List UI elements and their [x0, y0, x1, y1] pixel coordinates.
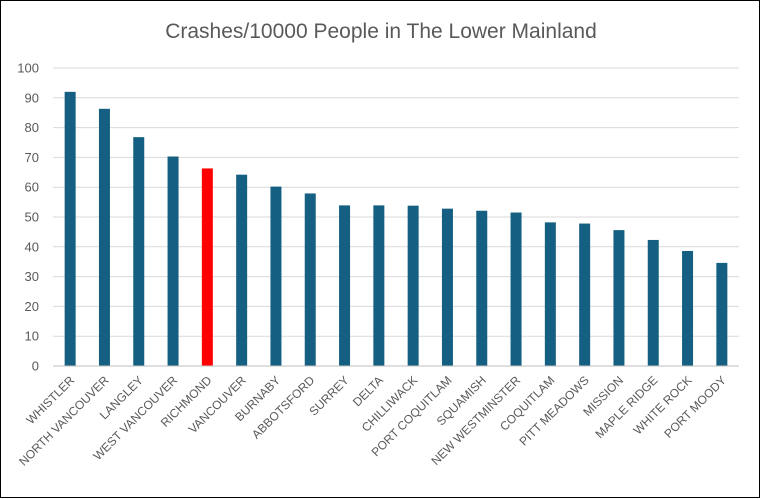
bar-burnaby: [270, 186, 282, 366]
y-tick-label: 30: [25, 269, 39, 284]
bar-port-moody: [716, 262, 728, 366]
y-tick-label: 0: [32, 359, 39, 374]
bar-delta: [373, 205, 385, 366]
bar-chilliwack: [407, 205, 419, 366]
bar-pitt-meadows: [579, 223, 591, 366]
chart-title: Crashes/10000 People in The Lower Mainla…: [165, 20, 597, 43]
bar-west-vancouver: [167, 156, 179, 366]
y-tick-label: 100: [17, 61, 39, 76]
y-axis-tick-labels: 0 10 20 30 40 50 60 70 80 90 100: [17, 61, 39, 374]
bar-vancouver: [236, 174, 248, 366]
y-tick-label: 10: [25, 329, 39, 344]
y-tick-label: 80: [25, 120, 39, 135]
bar-mission: [613, 230, 625, 366]
bars: [64, 91, 728, 367]
bar-langley: [133, 137, 145, 366]
bar-north-vancouver: [98, 108, 110, 367]
bar-richmond: [201, 168, 213, 366]
y-tick-label: 90: [25, 90, 39, 105]
bar-port-coquitlam: [441, 208, 453, 366]
y-tick-label: 40: [25, 239, 39, 254]
bar-coquitlam: [544, 222, 556, 366]
bar-new-westminster: [510, 212, 522, 366]
bar-abbotsford: [304, 193, 316, 366]
x-category-label: PORT MOODY: [661, 373, 729, 441]
bar-white-rock: [682, 250, 694, 366]
bar-squamish: [476, 210, 488, 366]
y-tick-label: 50: [25, 210, 39, 225]
bar-whistler: [64, 91, 76, 366]
y-tick-label: 70: [25, 150, 39, 165]
bar-surrey: [339, 205, 351, 366]
gridlines: [53, 67, 739, 337]
bar-maple-ridge: [647, 239, 659, 366]
y-tick-label: 60: [25, 180, 39, 195]
y-tick-label: 20: [25, 299, 39, 314]
